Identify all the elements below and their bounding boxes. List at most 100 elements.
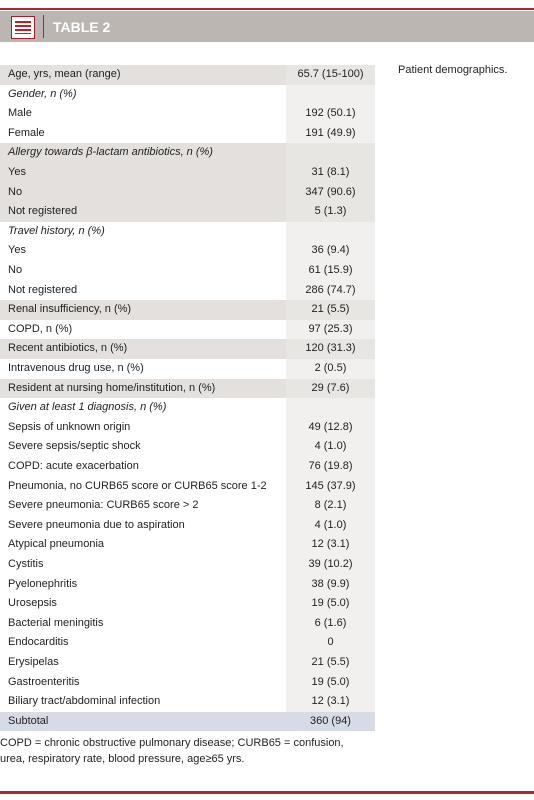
- top-rule: [0, 8, 534, 10]
- row-value: 19 (5.0): [286, 594, 375, 614]
- table-row: Age, yrs, mean (range) 65.7 (15-100): [0, 65, 375, 85]
- row-label: Bacterial meningitis: [8, 616, 104, 629]
- table-row: Atypical pneumonia 12 (3.1): [0, 535, 375, 555]
- table-row: Biliary tract/abdominal infection 12 (3.1…: [0, 692, 375, 712]
- row-value: 97 (25.3): [286, 319, 375, 340]
- row-label: Endocarditis: [8, 636, 69, 649]
- row-value: 39 (10.2): [286, 555, 375, 575]
- table-row: Endocarditis 0: [0, 633, 375, 653]
- header-divider: [43, 15, 44, 38]
- row-value: 19 (5.0): [286, 672, 375, 693]
- row-label: Pneumonia, no CURB65 score or CURB65 sco…: [8, 479, 267, 492]
- row-value: 347 (90.6): [286, 182, 375, 203]
- row-value: 5 (1.3): [286, 202, 375, 222]
- table-row: COPD: acute exacerbation 76 (19.8): [0, 457, 375, 477]
- row-value: 12 (3.1): [286, 692, 375, 712]
- row-value: 61 (15.9): [286, 261, 375, 281]
- row-label: Renal insufficiency, n (%): [8, 303, 132, 316]
- row-label: COPD, n (%): [8, 322, 73, 335]
- row-label: Severe sepsis/septic shock: [8, 440, 141, 453]
- row-label: Resident at nursing home/institution, n …: [8, 381, 216, 394]
- row-label: Yes: [8, 166, 26, 178]
- value-cell: [286, 143, 375, 163]
- row-label: Yes: [8, 244, 26, 257]
- row-label: Male: [8, 107, 32, 120]
- row-value: 38 (9.9): [286, 574, 375, 595]
- table-icon: [11, 16, 35, 39]
- row-label: Severe pneumonia: CURB65 score > 2: [8, 499, 199, 512]
- row-label: No: [8, 185, 23, 198]
- row-value: 192 (50.1): [286, 104, 375, 124]
- table-row: Severe sepsis/septic shock 4 (1.0): [0, 437, 375, 457]
- row-value: 21 (5.5): [286, 653, 375, 673]
- row-value: 31 (8.1): [286, 163, 375, 183]
- header-band: TABLE 2: [0, 11, 534, 42]
- value-cell: [286, 84, 375, 105]
- row-value: 0: [286, 633, 375, 653]
- row-label: Recent antibiotics, n (%): [8, 342, 128, 355]
- caption: Patient demographics.: [398, 64, 508, 76]
- table-row: Intravenous drug use, n (%) 2 (0.5): [0, 359, 375, 379]
- footnote-line: urea, respiratory rate, blood pressure, …: [0, 753, 245, 765]
- row-label: Intravenous drug use, n (%): [8, 362, 144, 374]
- row-label: Not registered: [8, 205, 78, 218]
- table-row: Erysipelas 21 (5.5): [0, 653, 375, 673]
- table-row: Recent antibiotics, n (%) 120 (31.3): [0, 339, 375, 359]
- table-row: COPD, n (%) 97 (25.3): [0, 319, 375, 340]
- table-row: Not registered 5 (1.3): [0, 202, 375, 222]
- row-label: Atypical pneumonia: [8, 538, 105, 551]
- table-row: Pneumonia, no CURB65 score or CURB65 sco…: [0, 476, 375, 497]
- table-row: Yes 31 (8.1): [0, 163, 375, 183]
- row-label: Severe pneumonia due to aspiration: [8, 518, 185, 531]
- table-row: Allergy towards β-lactam antibiotics, n …: [0, 143, 375, 163]
- table-row: Not registered 286 (74.7): [0, 280, 375, 301]
- table-row: Severe pneumonia due to aspiration 4 (1.0…: [0, 515, 375, 536]
- table-row: Pyelonephritis 38 (9.9): [0, 574, 375, 595]
- row-label: Allergy towards β-lactam antibiotics, n …: [8, 146, 213, 159]
- row-value: 360 (94): [286, 711, 375, 732]
- value-cell: [286, 221, 375, 242]
- row-value: 191 (49.9): [286, 123, 375, 144]
- table-row: Given at least 1 diagnosis, n (%): [0, 398, 375, 418]
- row-value: 21 (5.5): [286, 300, 375, 320]
- value-cell: [286, 398, 375, 418]
- table-row: Female 191 (49.9): [0, 123, 375, 144]
- row-label: Given at least 1 diagnosis, n (%): [8, 401, 167, 414]
- row-label: Cystitis: [8, 558, 44, 570]
- row-label: Subtotal: [8, 714, 49, 727]
- row-value: 65.7 (15-100): [286, 65, 375, 85]
- row-value: 120 (31.3): [286, 339, 375, 359]
- row-value: 12 (3.1): [286, 535, 375, 555]
- row-label: Travel history, n (%): [8, 224, 105, 237]
- row-label: COPD: acute exacerbation: [8, 460, 139, 472]
- row-value: 4 (1.0): [286, 515, 375, 536]
- row-value: 76 (19.8): [286, 457, 375, 477]
- row-label: Gastroenteritis: [8, 675, 80, 688]
- table-row: Bacterial meningitis 6 (1.6): [0, 613, 375, 634]
- row-label: Biliary tract/abdominal infection: [8, 695, 161, 708]
- table-row: No 347 (90.6): [0, 182, 375, 203]
- row-value: 2 (0.5): [286, 359, 375, 379]
- row-value: 4 (1.0): [286, 437, 375, 457]
- table-row: Male 192 (50.1): [0, 104, 375, 124]
- row-label: Not registered: [8, 283, 78, 296]
- row-label: Female: [8, 126, 45, 139]
- header-title: TABLE 2: [53, 19, 111, 35]
- row-value: 6 (1.6): [286, 613, 375, 634]
- row-label: Urosepsis: [8, 597, 57, 610]
- row-value: 8 (2.1): [286, 496, 375, 516]
- footnote: COPD = chronic obstructive pulmonary dis…: [0, 735, 344, 767]
- row-value: 145 (37.9): [286, 476, 375, 497]
- row-label: Gender, n (%): [8, 87, 77, 100]
- row-value: 29 (7.6): [286, 378, 375, 399]
- row-label: Pyelonephritis: [8, 577, 78, 590]
- table-row: Urosepsis 19 (5.0): [0, 594, 375, 614]
- footnote-line: COPD = chronic obstructive pulmonary dis…: [0, 737, 344, 749]
- table-row: Travel history, n (%): [0, 221, 375, 242]
- row-label: Erysipelas: [8, 656, 59, 668]
- table-row: Yes 36 (9.4): [0, 241, 375, 261]
- table-row: Renal insufficiency, n (%) 21 (5.5): [0, 300, 375, 320]
- table-row: Gastroenteritis 19 (5.0): [0, 672, 375, 693]
- row-label: Age, yrs, mean (range): [8, 68, 121, 80]
